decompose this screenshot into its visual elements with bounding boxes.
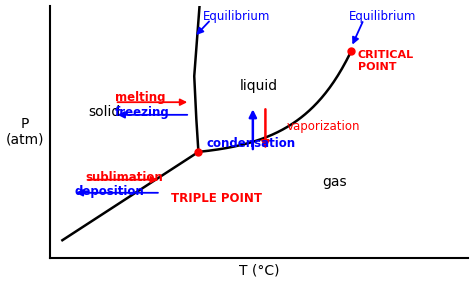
X-axis label: T (°C): T (°C) xyxy=(239,263,279,277)
Text: CRITICAL
POINT: CRITICAL POINT xyxy=(357,50,414,72)
Y-axis label: P
(atm): P (atm) xyxy=(6,117,44,147)
Text: Equilibrium: Equilibrium xyxy=(202,10,270,23)
Text: condensation: condensation xyxy=(207,137,296,150)
Text: solid: solid xyxy=(88,104,120,119)
Text: gas: gas xyxy=(322,175,347,189)
Text: melting: melting xyxy=(115,91,165,104)
Text: deposition: deposition xyxy=(75,185,145,198)
Text: freezing: freezing xyxy=(115,106,169,119)
Text: Equilibrium: Equilibrium xyxy=(349,10,417,23)
Text: sublimation: sublimation xyxy=(85,171,163,184)
Text: TRIPLE POINT: TRIPLE POINT xyxy=(171,192,262,205)
Text: vaporization: vaporization xyxy=(286,120,360,133)
Text: liquid: liquid xyxy=(240,79,278,93)
